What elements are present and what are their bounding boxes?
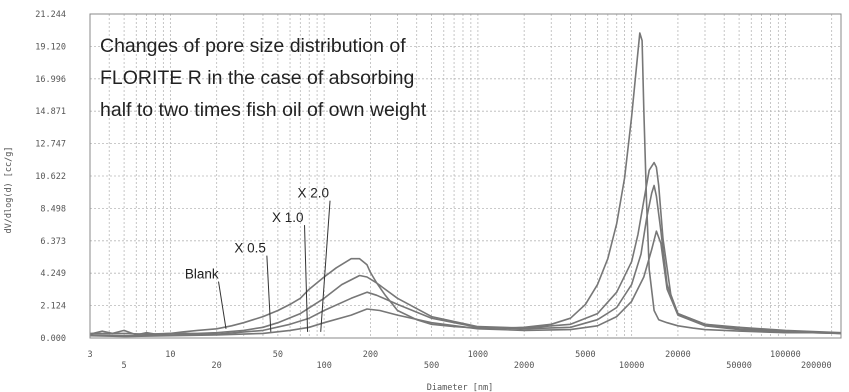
- annotation-line-3: half to two times fish oil of own weight: [100, 99, 427, 121]
- x-tick-label: 5000: [575, 350, 595, 360]
- series-line: [89, 32, 842, 336]
- y-tick-label: 21.244: [35, 10, 66, 20]
- series-label-pointer: [218, 281, 227, 329]
- series-line: [90, 161, 842, 335]
- x-tick-label: 10: [165, 350, 175, 360]
- y-tick-label: 0.000: [40, 334, 66, 344]
- plot-frame: [89, 13, 842, 339]
- x-tick-label: 1000: [468, 350, 488, 360]
- x-tick-label: 50: [273, 350, 283, 360]
- series-label: X 0.5: [234, 241, 266, 256]
- x-tick-label: 20: [212, 361, 222, 371]
- x-tick-label: 200000: [801, 361, 832, 371]
- x-tick-label: 100000: [770, 350, 801, 360]
- y-tick-label: 10.622: [35, 172, 66, 182]
- y-axis-title: dV/dlog(d) [cc/g]: [4, 147, 14, 234]
- grid-lines: [89, 13, 841, 339]
- x-tick-label: 50000: [726, 361, 752, 371]
- annotation-line-1: Changes of pore size distribution of: [100, 35, 406, 57]
- y-tick-label: 2.124: [40, 302, 66, 312]
- x-tick-label: 10000: [619, 361, 645, 371]
- series-label-pointer: [320, 200, 331, 332]
- x-tick-label: 20000: [665, 350, 691, 360]
- chart-annotation: Changes of pore size distribution of FLO…: [100, 35, 427, 121]
- annotation-line-2: FLORITE R in the case of absorbing: [100, 67, 414, 89]
- y-tick-label: 16.996: [35, 75, 66, 85]
- series-label-pointer: [304, 225, 309, 332]
- y-tick-label: 6.373: [40, 237, 66, 247]
- y-tick-label: 19.120: [35, 42, 66, 52]
- y-tick-label: 8.498: [40, 204, 66, 214]
- x-tick-label: 3: [87, 350, 92, 360]
- x-tick-labels: 3 5 10 20 50 100 200 500 1000 2000 5000 10000 20000 5…: [87, 350, 831, 371]
- series-label: Blank: [185, 267, 219, 282]
- x-axis-title: Diameter [nm]: [427, 383, 494, 392]
- y-tick-labels: 0.000 2.124 4.249 6.373 8.498 10.622 12.747 14.…: [35, 10, 66, 344]
- series-lines: [89, 32, 842, 338]
- series-label: X 1.0: [272, 210, 304, 225]
- series-label: X 2.0: [298, 186, 330, 201]
- x-tick-label: 5: [122, 361, 127, 371]
- series-labels: Blank X 0.5 X 1.0 X 2.0: [185, 186, 331, 332]
- series-line: [89, 230, 842, 338]
- series-label-pointer: [266, 255, 272, 332]
- y-tick-label: 14.871: [35, 107, 66, 117]
- x-tick-label: 2000: [514, 361, 534, 371]
- x-tick-label: 200: [363, 350, 378, 360]
- x-tick-label: 500: [424, 361, 439, 371]
- y-tick-label: 4.249: [40, 269, 66, 279]
- y-tick-label: 12.747: [35, 140, 66, 150]
- x-tick-label: 100: [316, 361, 331, 371]
